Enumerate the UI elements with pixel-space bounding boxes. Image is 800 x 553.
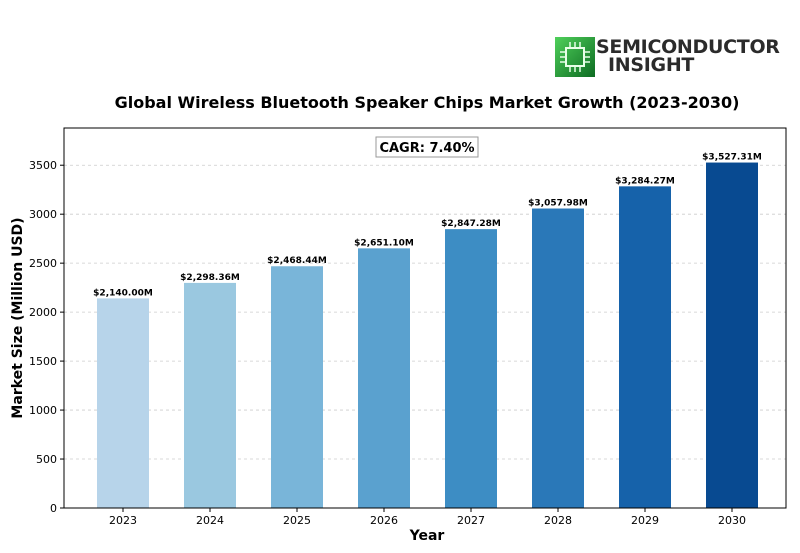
x-tick-label: 2030: [718, 514, 746, 527]
y-tick-label: 2500: [29, 257, 57, 270]
y-tick-label: 1000: [29, 404, 57, 417]
x-tick-label: 2027: [457, 514, 485, 527]
y-tick-label: 500: [36, 453, 57, 466]
bar-2030: [706, 162, 758, 508]
bar-2026: [358, 248, 410, 508]
bar-2023: [97, 298, 149, 508]
y-axis-ticks: 0 500 1000 1500 2000 2500 3000 3500: [29, 159, 64, 515]
bar-2024: [184, 282, 236, 508]
bar-2027: [445, 229, 497, 508]
y-tick-label: 3000: [29, 208, 57, 221]
x-axis-ticks: 2023 2024 2025 2026 2027 2028 2029 2030: [109, 508, 746, 527]
plot-frame: [63, 127, 787, 509]
cagr-annotation: CAGR: 7.40%: [375, 136, 479, 158]
value-label-2029: $3,284.27M: [615, 176, 675, 186]
y-tick-label: 1500: [29, 355, 57, 368]
brand-name-line2: INSIGHT: [608, 54, 695, 76]
bar-2028: [532, 208, 584, 508]
brand-logo: SEMICONDUCTOR INSIGHT: [555, 36, 780, 78]
value-label-2030: $3,527.31M: [702, 153, 762, 163]
bars: [97, 162, 758, 508]
x-tick-label: 2026: [370, 514, 398, 527]
brand-name-line1: SEMICONDUCTOR: [596, 36, 780, 58]
x-tick-label: 2029: [631, 514, 659, 527]
value-label-2026: $2,651.10M: [354, 238, 414, 248]
gridlines: [64, 164, 786, 460]
value-label-2025: $2,468.44M: [267, 256, 327, 266]
value-label-2027: $2,847.28M: [441, 219, 501, 229]
chip-icon: [555, 37, 595, 77]
chart-title: Global Wireless Bluetooth Speaker Chips …: [114, 93, 740, 112]
y-tick-label: 2000: [29, 306, 57, 319]
y-axis-label: Market Size (Million USD): [10, 217, 26, 418]
y-tick-label: 0: [50, 502, 57, 515]
x-tick-label: 2028: [544, 514, 572, 527]
x-axis-label: Year: [409, 528, 445, 544]
value-label-2028: $3,057.98M: [528, 199, 588, 209]
x-tick-label: 2025: [283, 514, 311, 527]
cagr-label: CAGR: 7.40%: [379, 141, 474, 156]
x-tick-label: 2023: [109, 514, 137, 527]
bar-2025: [271, 266, 323, 508]
bar-2029: [619, 186, 671, 508]
value-label-2024: $2,298.36M: [180, 273, 240, 283]
x-tick-label: 2024: [196, 514, 224, 527]
value-labels: $2,140.00M $2,298.36M $2,468.44M $2,651.10M…: [93, 153, 762, 299]
y-tick-label: 3500: [29, 159, 57, 172]
value-label-2023: $2,140.00M: [93, 288, 153, 298]
